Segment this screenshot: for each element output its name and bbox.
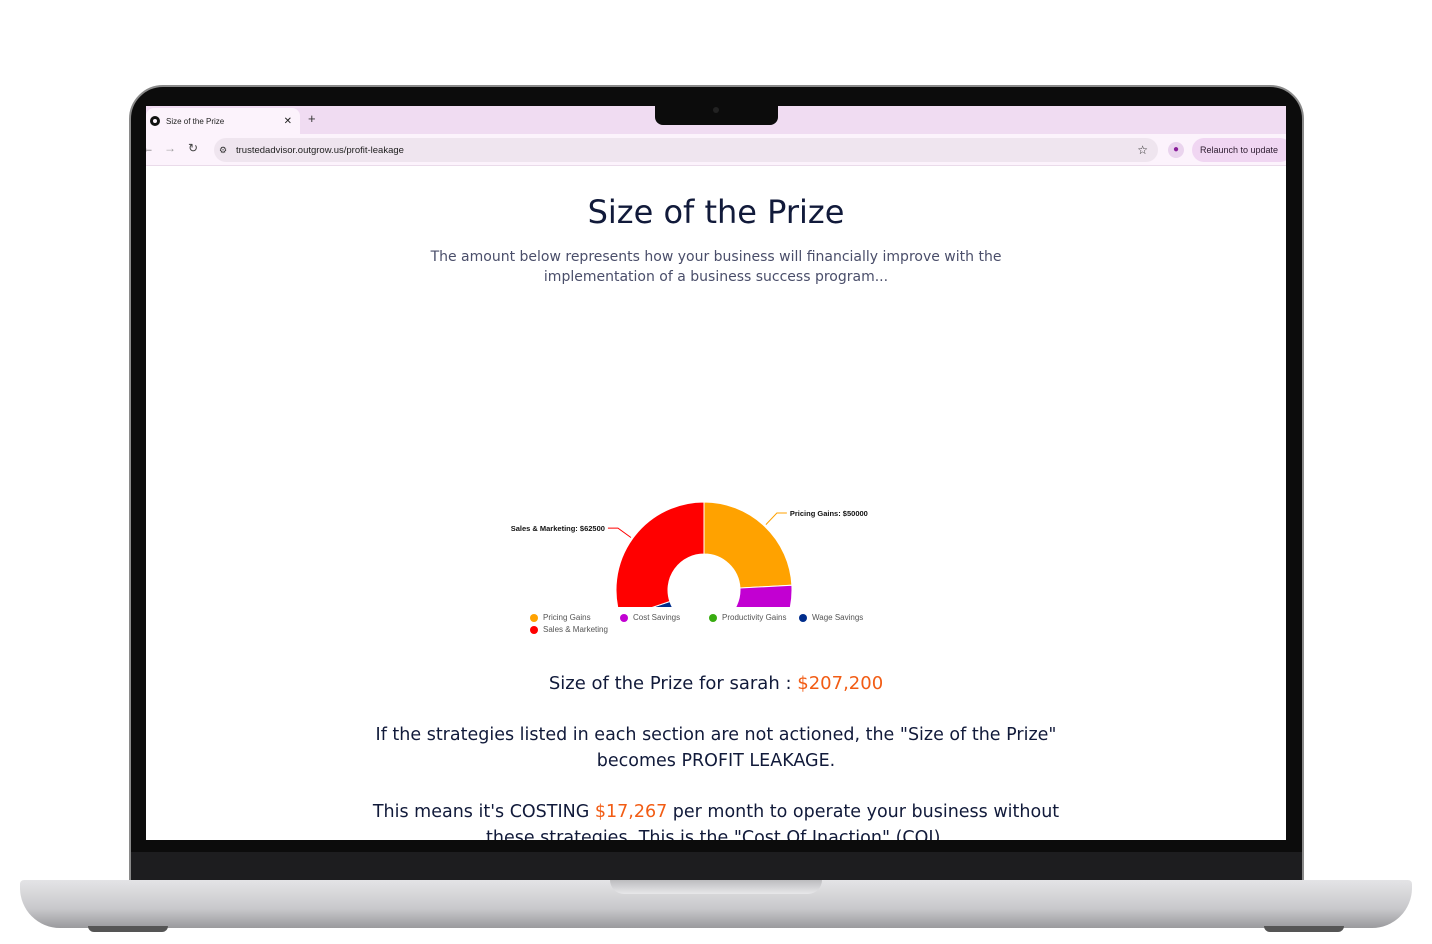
laptop-opening-notch xyxy=(610,880,822,894)
coi-prefix: This means it's COSTING xyxy=(372,802,595,822)
browser-window: Size of the Prize ✕ + ← → ↻ ⚙ trustedadv… xyxy=(146,106,1286,840)
legend-item[interactable]: Cost Savings xyxy=(620,613,680,622)
star-icon[interactable]: ☆ xyxy=(1137,143,1148,157)
laptop-foot xyxy=(88,926,168,932)
profile-icon[interactable]: ● xyxy=(1168,142,1184,158)
legend-label: Pricing Gains xyxy=(543,613,591,622)
legend-item[interactable]: Wage Savings xyxy=(799,613,863,622)
tab-size-of-the-prize[interactable]: Size of the Prize ✕ xyxy=(146,108,300,134)
toolbar: ← → ↻ ⚙ trustedadvisor.outgrow.us/profit… xyxy=(146,134,1286,166)
leader-line xyxy=(765,512,787,525)
close-icon[interactable]: ✕ xyxy=(283,115,292,127)
address-bar[interactable]: ⚙ trustedadvisor.outgrow.us/profit-leaka… xyxy=(214,138,1158,162)
legend-swatch xyxy=(709,613,717,622)
prize-value: $207,200 xyxy=(797,673,884,694)
data-label: Sales & Marketing: $62500 xyxy=(511,524,605,533)
legend-label: Wage Savings xyxy=(812,613,864,622)
legend-label: Productivity Gains xyxy=(722,613,787,622)
laptop-chin xyxy=(131,852,1302,882)
leader-line xyxy=(607,527,632,538)
legend-swatch xyxy=(799,613,807,622)
reload-icon[interactable]: ↻ xyxy=(188,141,199,155)
cost-of-inaction-text: This means it's COSTING $17,267 per mont… xyxy=(366,799,1066,840)
legend-item[interactable]: Productivity Gains xyxy=(709,613,786,622)
prize-label: Size of the Prize for sarah : xyxy=(548,673,792,694)
plus-icon[interactable]: + xyxy=(308,111,316,126)
page-subtitle: The amount below represents how your bus… xyxy=(430,249,1002,285)
url-text: trustedadvisor.outgrow.us/profit-leakage xyxy=(236,144,404,156)
legend-label: Cost Savings xyxy=(633,613,681,622)
donut-chart: Pricing Gains: $50000Cost Savings: $3220… xyxy=(511,501,868,607)
favicon-icon xyxy=(150,116,160,126)
donut-slice-pricing-gains[interactable] xyxy=(703,501,793,589)
legend-item[interactable]: Pricing Gains xyxy=(530,613,591,622)
camera-notch xyxy=(655,104,778,125)
coi-suffix: per month to operate your business witho… xyxy=(486,802,1060,840)
back-arrow-icon[interactable]: ← xyxy=(146,141,154,155)
data-label: Pricing Gains: $50000 xyxy=(790,509,868,518)
legend-swatch xyxy=(530,625,538,634)
legend-label: Sales & Marketing xyxy=(543,625,608,634)
tab-title: Size of the Prize xyxy=(166,116,225,126)
profit-leakage-text: If the strategies listed in each section… xyxy=(375,725,1057,771)
laptop-foot xyxy=(1264,926,1344,932)
page-title: Size of the Prize xyxy=(587,193,845,231)
donut-slice-cost-savings[interactable] xyxy=(726,584,793,607)
page-content: Size of the Prize The amount below repre… xyxy=(146,167,1286,840)
prize-summary: Size of the Prize for sarah : $207,200 xyxy=(146,673,1286,694)
donut-slice-sales-marketing[interactable] xyxy=(615,501,705,607)
forward-arrow-icon[interactable]: → xyxy=(164,141,176,155)
monthly-cost-value: $17,267 xyxy=(594,802,668,822)
legend-swatch xyxy=(620,613,628,622)
legend-item[interactable]: Sales & Marketing xyxy=(530,625,608,634)
camera-icon xyxy=(713,107,719,113)
legend-swatch xyxy=(530,613,538,622)
site-settings-icon[interactable]: ⚙ xyxy=(219,144,228,155)
relaunch-button[interactable]: Relaunch to update xyxy=(1192,138,1286,162)
